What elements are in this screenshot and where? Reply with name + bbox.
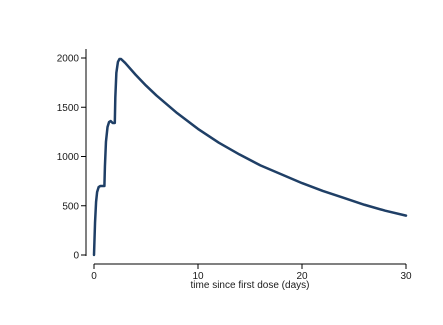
y-tick-label: 1500	[57, 103, 80, 114]
x-tick-label: 30	[400, 271, 412, 282]
y-tick-label: 2000	[57, 54, 80, 65]
x-axis-title: time since first dose (days)	[191, 280, 310, 291]
x-axis-ticks: 0 10 20 30	[91, 264, 412, 282]
x-tick-label: 10	[192, 271, 204, 282]
x-tick-label: 0	[91, 271, 97, 282]
y-tick-label: 0	[73, 251, 79, 262]
series-line	[92, 57, 408, 257]
y-tick-label: 500	[62, 201, 79, 212]
x-tick-label: 20	[296, 271, 308, 282]
y-tick-label: 1000	[57, 152, 80, 163]
y-axis-ticks: 0 500 1000 1500 2000	[57, 54, 86, 262]
